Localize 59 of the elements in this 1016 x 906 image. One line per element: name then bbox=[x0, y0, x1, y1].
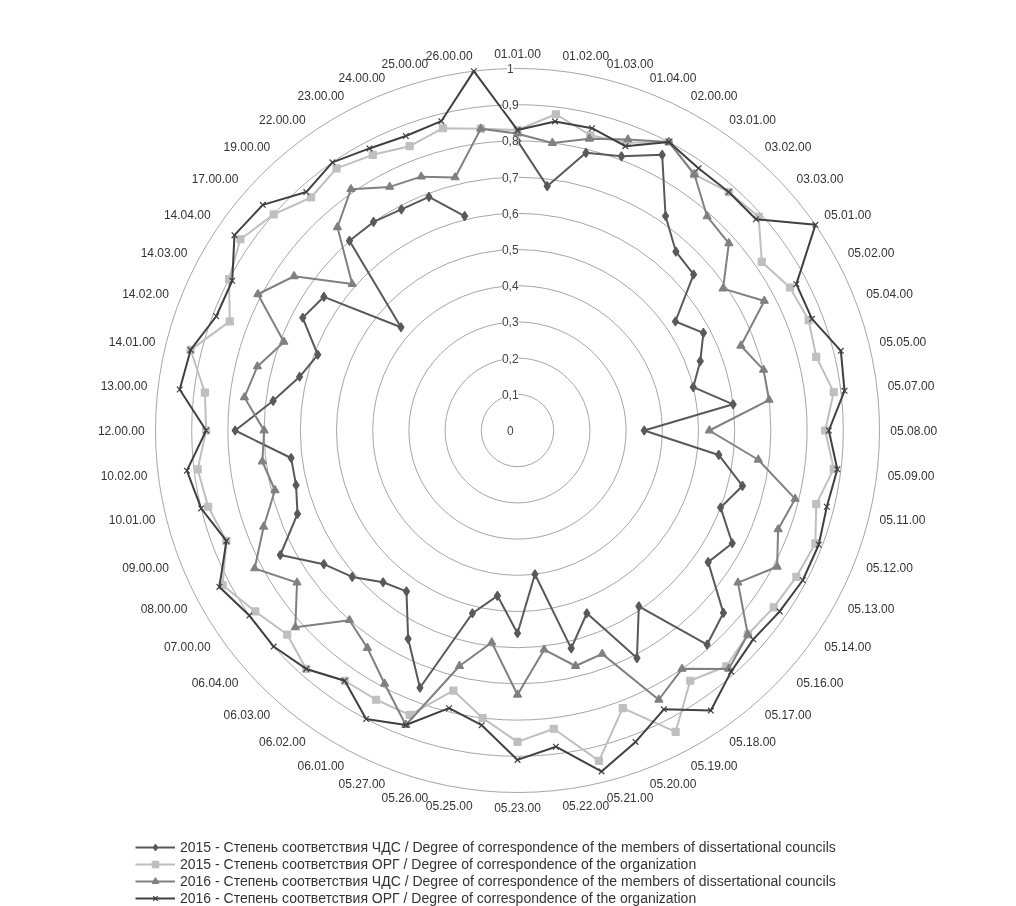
spoke-label: 01.04.00 bbox=[649, 70, 697, 85]
y-tick-label: 0 bbox=[506, 424, 514, 438]
y-tick-label: 0,4 bbox=[501, 279, 519, 294]
spoke-label: 03.02.00 bbox=[764, 140, 812, 155]
spoke-label: 05.17.00 bbox=[764, 707, 812, 722]
spoke-label: 05.12.00 bbox=[866, 560, 914, 575]
y-tick-label: 1 bbox=[506, 62, 514, 76]
spoke-label: 05.04.00 bbox=[866, 287, 914, 302]
spoke-label: 19.00.00 bbox=[223, 140, 271, 155]
spoke-label: 08.00.00 bbox=[140, 601, 188, 616]
spoke-label: 23.00.00 bbox=[297, 89, 345, 104]
spoke-label: 14.01.00 bbox=[108, 334, 156, 349]
spoke-label: 14.04.00 bbox=[163, 207, 211, 222]
spoke-label: 10.01.00 bbox=[108, 513, 156, 528]
spoke-label: 05.16.00 bbox=[796, 675, 844, 690]
spoke-label: 22.00.00 bbox=[258, 112, 307, 127]
y-tick-label: 0,6 bbox=[501, 206, 519, 221]
spoke-label: 02.00.00 bbox=[690, 89, 738, 104]
spoke-label: 05.09.00 bbox=[887, 468, 935, 483]
spoke-label: 05.07.00 bbox=[887, 379, 935, 394]
spoke-label: 14.02.00 bbox=[122, 287, 170, 302]
spoke-label: 06.03.00 bbox=[223, 707, 271, 722]
y-tick-label: 0,8 bbox=[501, 134, 519, 149]
legend-label: 2015 - Степень соответствия ОРГ / Degree of correspondence of the organization bbox=[180, 856, 697, 872]
spoke-label: 05.23.00 bbox=[494, 801, 542, 816]
spoke-label: 13.00.00 bbox=[100, 379, 148, 394]
spoke-label: 05.14.00 bbox=[824, 640, 872, 655]
y-tick-label: 0,5 bbox=[501, 243, 519, 257]
spoke-label: 12.00.00 bbox=[97, 424, 145, 438]
y-tick-label: 0,2 bbox=[501, 351, 519, 366]
spoke-label: 24.00.00 bbox=[338, 70, 386, 85]
spoke-label: 05.08.00 bbox=[890, 424, 938, 438]
spoke-label: 06.02.00 bbox=[258, 735, 307, 750]
legend-label: 2015 - Степень соответствия ЧДС / Degree of correspondence of the members of dissertational councils bbox=[180, 839, 836, 855]
spoke-label: 05.27.00 bbox=[338, 777, 386, 792]
spoke-label: 05.11.00 bbox=[879, 513, 926, 528]
spoke-label: 05.18.00 bbox=[729, 735, 777, 750]
spoke-label: 03.01.00 bbox=[729, 112, 777, 127]
y-tick-label: 0,3 bbox=[501, 315, 519, 330]
spoke-label: 05.13.00 bbox=[847, 601, 895, 616]
y-tick-label: 0,9 bbox=[501, 98, 519, 113]
legend-label: 2016 - Степень соответствия ОРГ / Degree of correspondence of the organization bbox=[180, 890, 697, 906]
y-tick-label: 0,1 bbox=[501, 387, 519, 402]
spoke-label: 09.00.00 bbox=[122, 560, 170, 575]
spoke-label: 07.00.00 bbox=[163, 640, 211, 655]
spoke-label: 06.01.00 bbox=[297, 758, 345, 773]
spoke-label: 01.01.00 bbox=[494, 46, 542, 61]
spoke-label: 10.02.00 bbox=[100, 468, 148, 483]
y-tick-label: 0,7 bbox=[501, 170, 519, 185]
spoke-label: 05.01.00 bbox=[824, 207, 872, 222]
legend-label: 2016 - Степень соответствия ЧДС / Degree of correspondence of the members of dissertational councils bbox=[180, 873, 836, 889]
spoke-label: 05.05.00 bbox=[879, 334, 927, 349]
spoke-label: 05.02.00 bbox=[847, 246, 895, 261]
spoke-label: 06.04.00 bbox=[191, 675, 239, 690]
spoke-label: 14.03.00 bbox=[140, 246, 188, 261]
spoke-label: 05.20.00 bbox=[649, 777, 697, 792]
spoke-label: 03.03.00 bbox=[796, 172, 844, 187]
spoke-label: 17.00.00 bbox=[191, 172, 239, 187]
spoke-label: 05.19.00 bbox=[690, 758, 738, 773]
